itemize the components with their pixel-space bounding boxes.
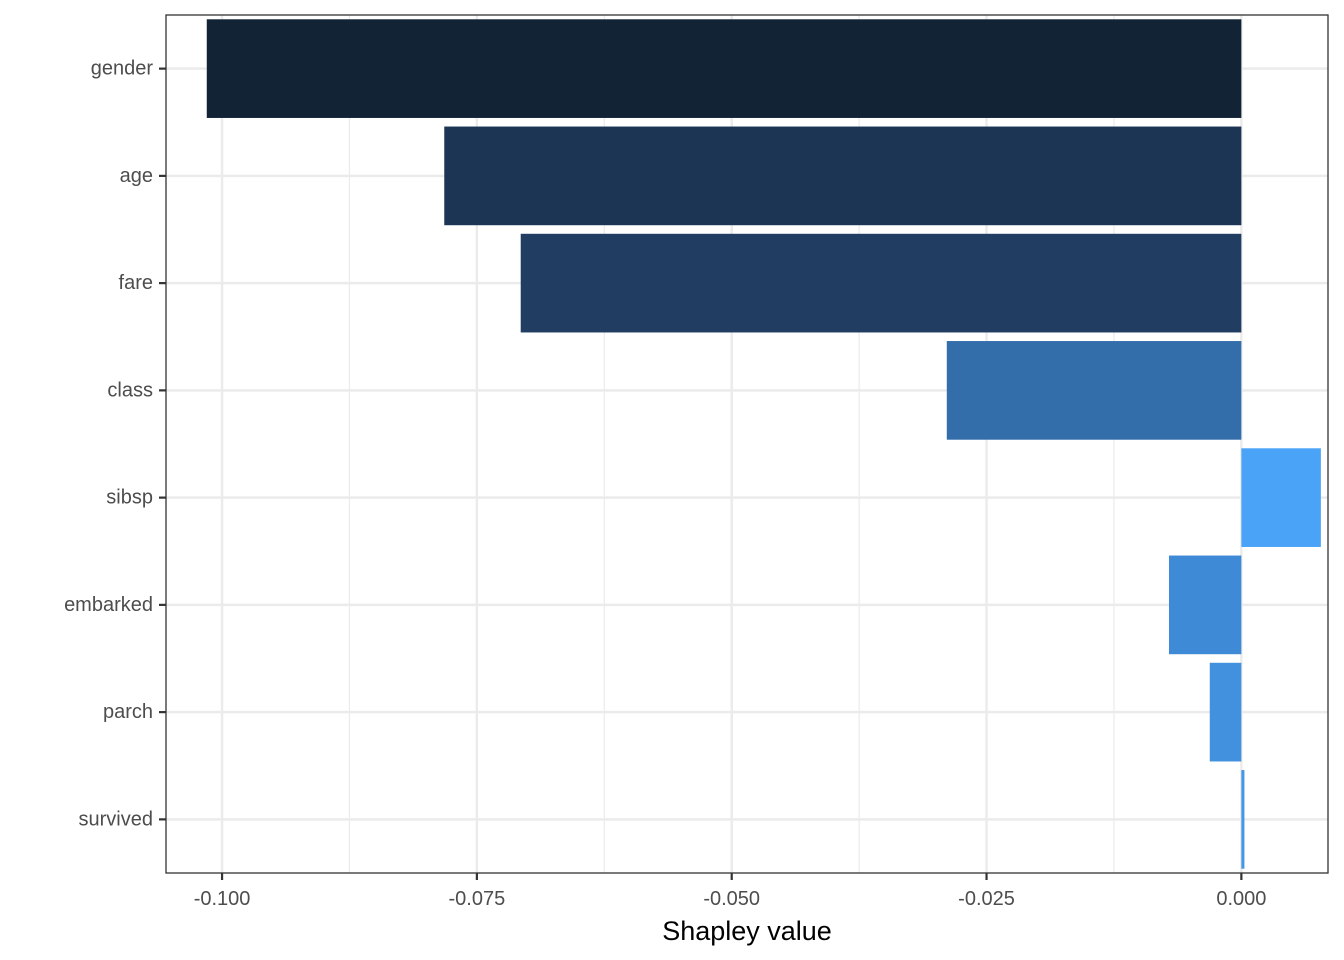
x-tick-label: -0.075 <box>449 888 506 910</box>
y-tick-label: survived <box>79 808 153 830</box>
bar-class <box>946 341 1242 440</box>
bar-sibsp <box>1241 448 1321 547</box>
y-tick-label: age <box>120 165 153 187</box>
bars <box>206 19 1321 869</box>
x-tick-label: -0.050 <box>703 888 760 910</box>
y-tick-label: parch <box>103 701 153 723</box>
bar-parch <box>1209 662 1242 762</box>
panel-border <box>165 14 1329 874</box>
x-tick-label: -0.025 <box>958 888 1015 910</box>
x-axis: -0.100 -0.075 -0.050 -0.025 0.000 <box>194 873 1266 910</box>
x-tick-label: -0.100 <box>194 888 251 910</box>
y-tick-label: class <box>107 379 153 401</box>
y-tick-label: fare <box>119 272 153 294</box>
bar-fare <box>520 233 1242 333</box>
y-tick-label: sibsp <box>106 487 153 509</box>
y-axis: gender age fare class sibsp embarked parch surv… <box>64 58 166 830</box>
x-axis-title: Shapley value <box>662 916 832 946</box>
bar-survived <box>1241 770 1245 869</box>
bar-gender <box>206 19 1242 118</box>
bar-age <box>444 126 1242 226</box>
x-tick-label: 0.000 <box>1216 888 1266 910</box>
y-tick-label: embarked <box>64 594 153 616</box>
bar-embarked <box>1168 555 1242 655</box>
y-tick-label: gender <box>91 58 154 80</box>
